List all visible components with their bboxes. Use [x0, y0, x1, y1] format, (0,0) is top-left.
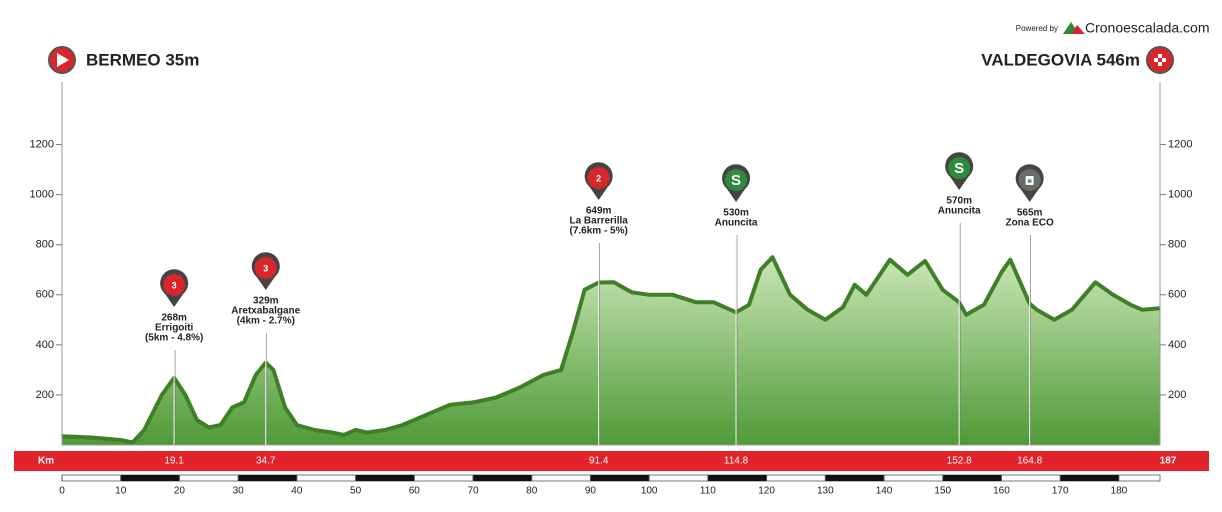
x-tick-label: 110: [700, 486, 716, 497]
marker-label: (5km - 4.8%): [145, 333, 203, 344]
brand-logo: [1063, 22, 1085, 34]
marker-label: (4km - 2.7%): [237, 316, 295, 327]
x-tick-label: 130: [817, 486, 834, 497]
y-tick-label: 200: [1168, 389, 1186, 401]
y-tick-label: 400: [1168, 339, 1186, 351]
marker-label: 570m: [946, 196, 972, 207]
start-title: BERMEO 35m: [86, 50, 199, 69]
x-tick-label: 150: [934, 486, 951, 497]
marker-pin: 3: [251, 252, 280, 290]
marker-label: Aretxabalgane: [231, 306, 300, 317]
marker-label: Anuncita: [938, 206, 981, 217]
marker-km: 152.8: [947, 456, 972, 467]
km-bar: [14, 451, 1209, 471]
km-scale-segment: [120, 475, 180, 481]
marker-km: 164.8: [1017, 456, 1042, 467]
marker-label: 649m: [586, 206, 612, 217]
marker-label: Errigoiti: [155, 323, 194, 334]
pin-badge-text: S: [731, 172, 741, 189]
marker-pin: S: [722, 164, 751, 202]
y-tick-label: 800: [1168, 239, 1186, 251]
marker-pin: S: [945, 152, 974, 190]
pin-badge: [254, 257, 277, 279]
y-tick-label: 1000: [1168, 189, 1192, 201]
km-scale-segment: [238, 475, 297, 481]
finish-icon: [1146, 46, 1174, 74]
x-tick-label: 60: [409, 486, 421, 497]
y-tick-label: 600: [1168, 289, 1186, 301]
y-tick-label: 400: [36, 339, 54, 351]
x-tick-label: 30: [233, 486, 245, 497]
y-tick-label: 1200: [30, 138, 54, 150]
x-tick-label: 140: [876, 486, 893, 497]
marker-km: 91.4: [589, 456, 609, 467]
y-tick-label: 800: [36, 239, 54, 251]
y-tick-label: 1000: [30, 189, 54, 201]
x-tick-label: 90: [585, 486, 597, 497]
marker-km: 34.7: [256, 456, 276, 467]
x-tick-label: 100: [641, 486, 658, 497]
km-scale-segment: [473, 475, 532, 481]
x-tick-label: 70: [467, 486, 479, 497]
marker-label: 329m: [253, 296, 279, 307]
km-scale-segment: [355, 475, 415, 481]
pin-badge-text: 3: [263, 263, 268, 273]
eco-icon-dot: [1027, 179, 1032, 183]
x-tick-label: 40: [291, 486, 303, 497]
marker-label: 530m: [723, 208, 749, 219]
x-tick-label: 180: [1111, 486, 1128, 497]
x-tick-label: 0: [59, 486, 65, 497]
y-tick-label: 600: [36, 289, 54, 301]
x-tick-label: 10: [115, 486, 127, 497]
marker-label: (7.6km - 5%): [569, 226, 627, 237]
marker-label: Anuncita: [715, 218, 758, 229]
marker-pin: 3: [160, 269, 189, 307]
km-scale-segment: [1060, 475, 1119, 481]
brand: Cronoescalada.com: [1085, 20, 1210, 36]
start-icon: [48, 46, 76, 74]
marker-label: 565m: [1017, 208, 1043, 219]
x-tick-label: 80: [526, 486, 538, 497]
km-total: 187: [1160, 456, 1177, 467]
pin-badge: [587, 167, 610, 189]
x-tick-label: 20: [174, 486, 186, 497]
km-scale-segment: [590, 475, 650, 481]
x-tick-label: 50: [350, 486, 362, 497]
km-scale-segment: [825, 475, 885, 481]
pin-badge-text: 3: [172, 280, 177, 290]
pin-badge-text: S: [954, 160, 964, 177]
y-tick-label: 1200: [1168, 138, 1192, 150]
marker-label: 268m: [161, 313, 187, 324]
marker-pin: [1015, 164, 1044, 202]
marker-pin: 2: [584, 162, 613, 200]
pin-badge-text: 2: [596, 173, 601, 183]
powered-by: Powered by: [1016, 24, 1058, 33]
x-tick-label: 120: [758, 486, 775, 497]
y-tick-label: 200: [36, 389, 54, 401]
km-scale-segment: [942, 475, 1002, 481]
x-tick-label: 160: [993, 486, 1010, 497]
pin-badge: [948, 157, 971, 179]
marker-km: 114.8: [724, 456, 749, 467]
x-tick-label: 170: [1052, 486, 1069, 497]
marker-label: La Barrerilla: [569, 216, 628, 227]
pin-badge: [163, 274, 186, 296]
finish-title: VALDEGOVIA 546m: [981, 50, 1140, 69]
marker-km: 19.1: [164, 456, 184, 467]
pin-badge: [725, 169, 748, 191]
marker-label: Zona ECO: [1005, 218, 1054, 229]
profile-area: [62, 257, 1160, 445]
km-label: Km: [38, 456, 54, 467]
km-scale-segment: [707, 475, 767, 481]
